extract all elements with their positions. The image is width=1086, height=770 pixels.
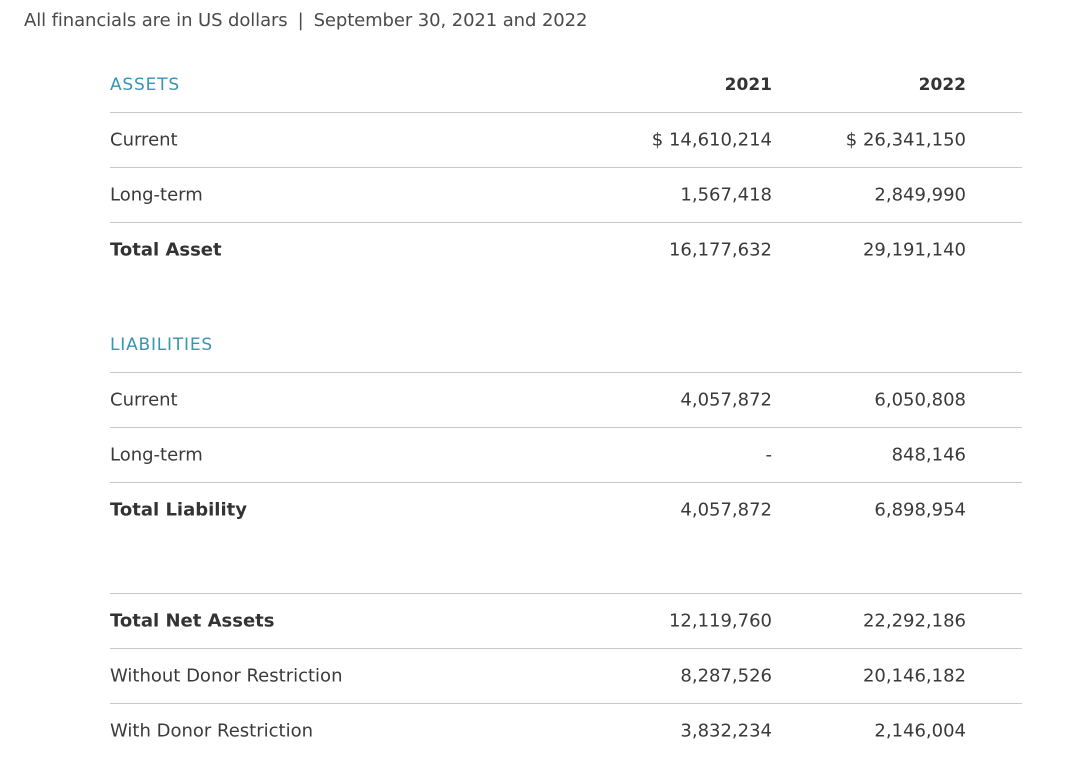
row-label: Total Liability	[110, 499, 247, 521]
assets-table: ASSETS 2021 2022 Current $ 14,610,214 $ …	[110, 58, 1022, 277]
table-row: Long-term 1,567,418 2,849,990	[110, 168, 1022, 223]
table-row: With Donor Restriction 3,832,234 2,146,0…	[110, 704, 1022, 758]
value-2022: 2,849,990	[874, 184, 966, 206]
year-2021-header: 2021	[724, 75, 772, 95]
table-row-total: Total Asset 16,177,632 29,191,140	[110, 223, 1022, 277]
row-label: Total Asset	[110, 239, 222, 261]
currency-note: All financials are in US dollars	[24, 10, 288, 31]
value-2021: 1,567,418	[680, 184, 772, 206]
value-2022: 848,146	[891, 444, 966, 466]
report-caption: All financials are in US dollars | Septemb…	[24, 10, 587, 31]
value-2021: 4,057,872	[680, 499, 772, 521]
assets-section-title: ASSETS	[110, 75, 180, 95]
value-2022: $ 26,341,150	[845, 129, 966, 151]
net-assets-table: Total Net Assets 12,119,760 22,292,186 W…	[110, 593, 1022, 758]
liabilities-section-title: LIABILITIES	[110, 335, 214, 355]
value-2021: 3,832,234	[680, 720, 772, 742]
value-2022: 20,146,182	[862, 665, 966, 687]
value-2022: 22,292,186	[862, 610, 966, 632]
value-2022: 29,191,140	[862, 239, 966, 261]
table-row: Current $ 14,610,214 $ 26,341,150	[110, 113, 1022, 168]
value-2021: 16,177,632	[668, 239, 772, 261]
row-label: With Donor Restriction	[110, 720, 313, 742]
value-2021: 4,057,872	[680, 389, 772, 411]
row-label: Long-term	[110, 184, 203, 206]
row-label: Without Donor Restriction	[110, 665, 343, 687]
value-2021: -	[765, 444, 773, 466]
report-date: September 30, 2021 and 2022	[313, 10, 588, 31]
row-label: Current	[110, 129, 178, 151]
value-2022: 6,898,954	[874, 499, 966, 521]
row-label: Current	[110, 389, 178, 411]
value-2022: 6,050,808	[874, 389, 966, 411]
value-2021: 8,287,526	[680, 665, 772, 687]
value-2021: $ 14,610,214	[651, 129, 772, 151]
table-row: Current 4,057,872 6,050,808	[110, 373, 1022, 428]
value-2022: 2,146,004	[874, 720, 966, 742]
liabilities-header-row: LIABILITIES	[110, 318, 1022, 373]
table-row-total: Total Liability 4,057,872 6,898,954	[110, 483, 1022, 537]
table-row: Without Donor Restriction 8,287,526 20,1…	[110, 649, 1022, 704]
table-row: Long-term - 848,146	[110, 428, 1022, 483]
year-2022-header: 2022	[918, 75, 966, 95]
caption-separator: |	[297, 10, 304, 31]
liabilities-table: LIABILITIES Current 4,057,872 6,050,808 …	[110, 318, 1022, 537]
row-label: Long-term	[110, 444, 203, 466]
assets-header-row: ASSETS 2021 2022	[110, 58, 1022, 113]
row-label: Total Net Assets	[110, 610, 275, 632]
value-2021: 12,119,760	[668, 610, 772, 632]
table-row-total: Total Net Assets 12,119,760 22,292,186	[110, 594, 1022, 649]
